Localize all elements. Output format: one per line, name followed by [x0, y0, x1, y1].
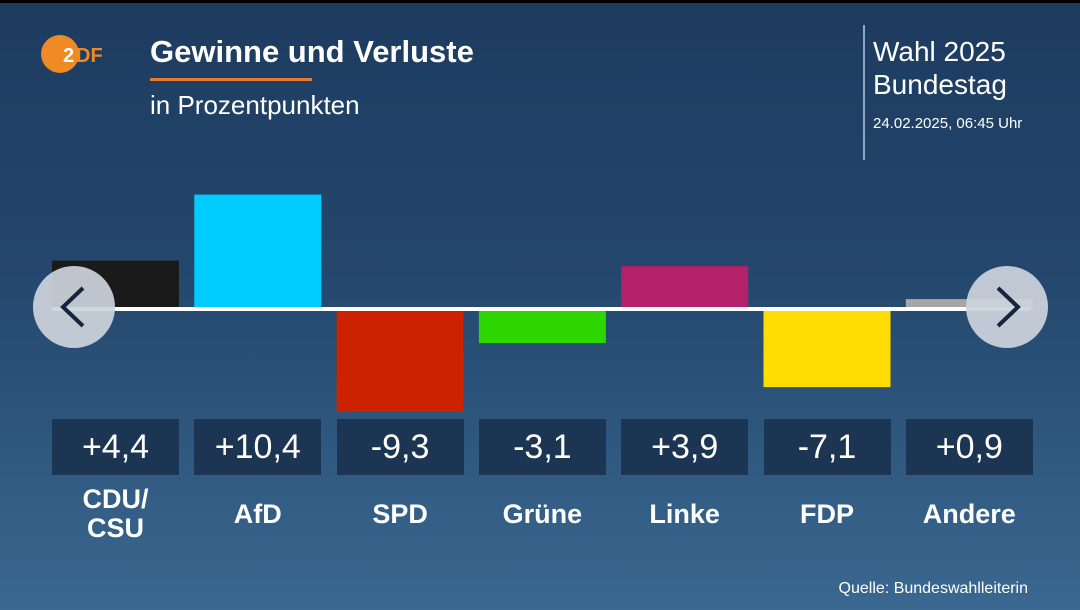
value-label: -9,3 — [336, 419, 464, 475]
bar-5 — [763, 309, 891, 388]
chevron-left-icon — [60, 286, 85, 328]
election-title: Wahl 2025 Bundestag — [873, 35, 1007, 101]
category-label: SPD — [372, 499, 428, 529]
bar-2 — [336, 309, 464, 412]
value-label: -3,1 — [478, 419, 606, 475]
title-underline — [150, 78, 312, 81]
chart-subtitle: in Prozentpunkten — [150, 90, 360, 120]
category-label: Linke — [649, 499, 720, 529]
bar-4 — [621, 266, 749, 309]
value-label: +3,9 — [621, 419, 749, 475]
bar-3 — [478, 309, 606, 344]
election-name: Wahl 2025 — [873, 36, 1006, 67]
svg-text:DF: DF — [76, 45, 103, 67]
value-label: +10,4 — [194, 419, 322, 475]
header-divider — [863, 25, 865, 160]
category-label: Andere — [922, 499, 1016, 529]
value-label: +0,9 — [905, 419, 1033, 475]
top-bar — [0, 0, 1080, 3]
bar-1 — [194, 194, 322, 309]
category-label: FDP — [800, 499, 854, 529]
chevron-right-icon — [996, 286, 1021, 328]
value-label: -7,1 — [763, 419, 891, 475]
value-label: +4,4 — [52, 419, 179, 475]
timestamp: 24.02.2025, 06:45 Uhr — [873, 115, 1023, 132]
source-note: Quelle: Bundeswahlleiterin — [838, 580, 1028, 597]
category-label: Grüne — [502, 499, 583, 529]
previous-button[interactable] — [33, 266, 115, 348]
zdf-logo: 2 DF — [41, 35, 103, 73]
category-label: CDU/ CSU — [82, 484, 149, 543]
category-label: AfD — [233, 499, 282, 529]
election-body: Bundestag — [873, 69, 1007, 100]
svg-text:2: 2 — [63, 45, 74, 67]
next-button[interactable] — [966, 266, 1048, 348]
chart-title: Gewinne und Verluste — [150, 34, 474, 69]
